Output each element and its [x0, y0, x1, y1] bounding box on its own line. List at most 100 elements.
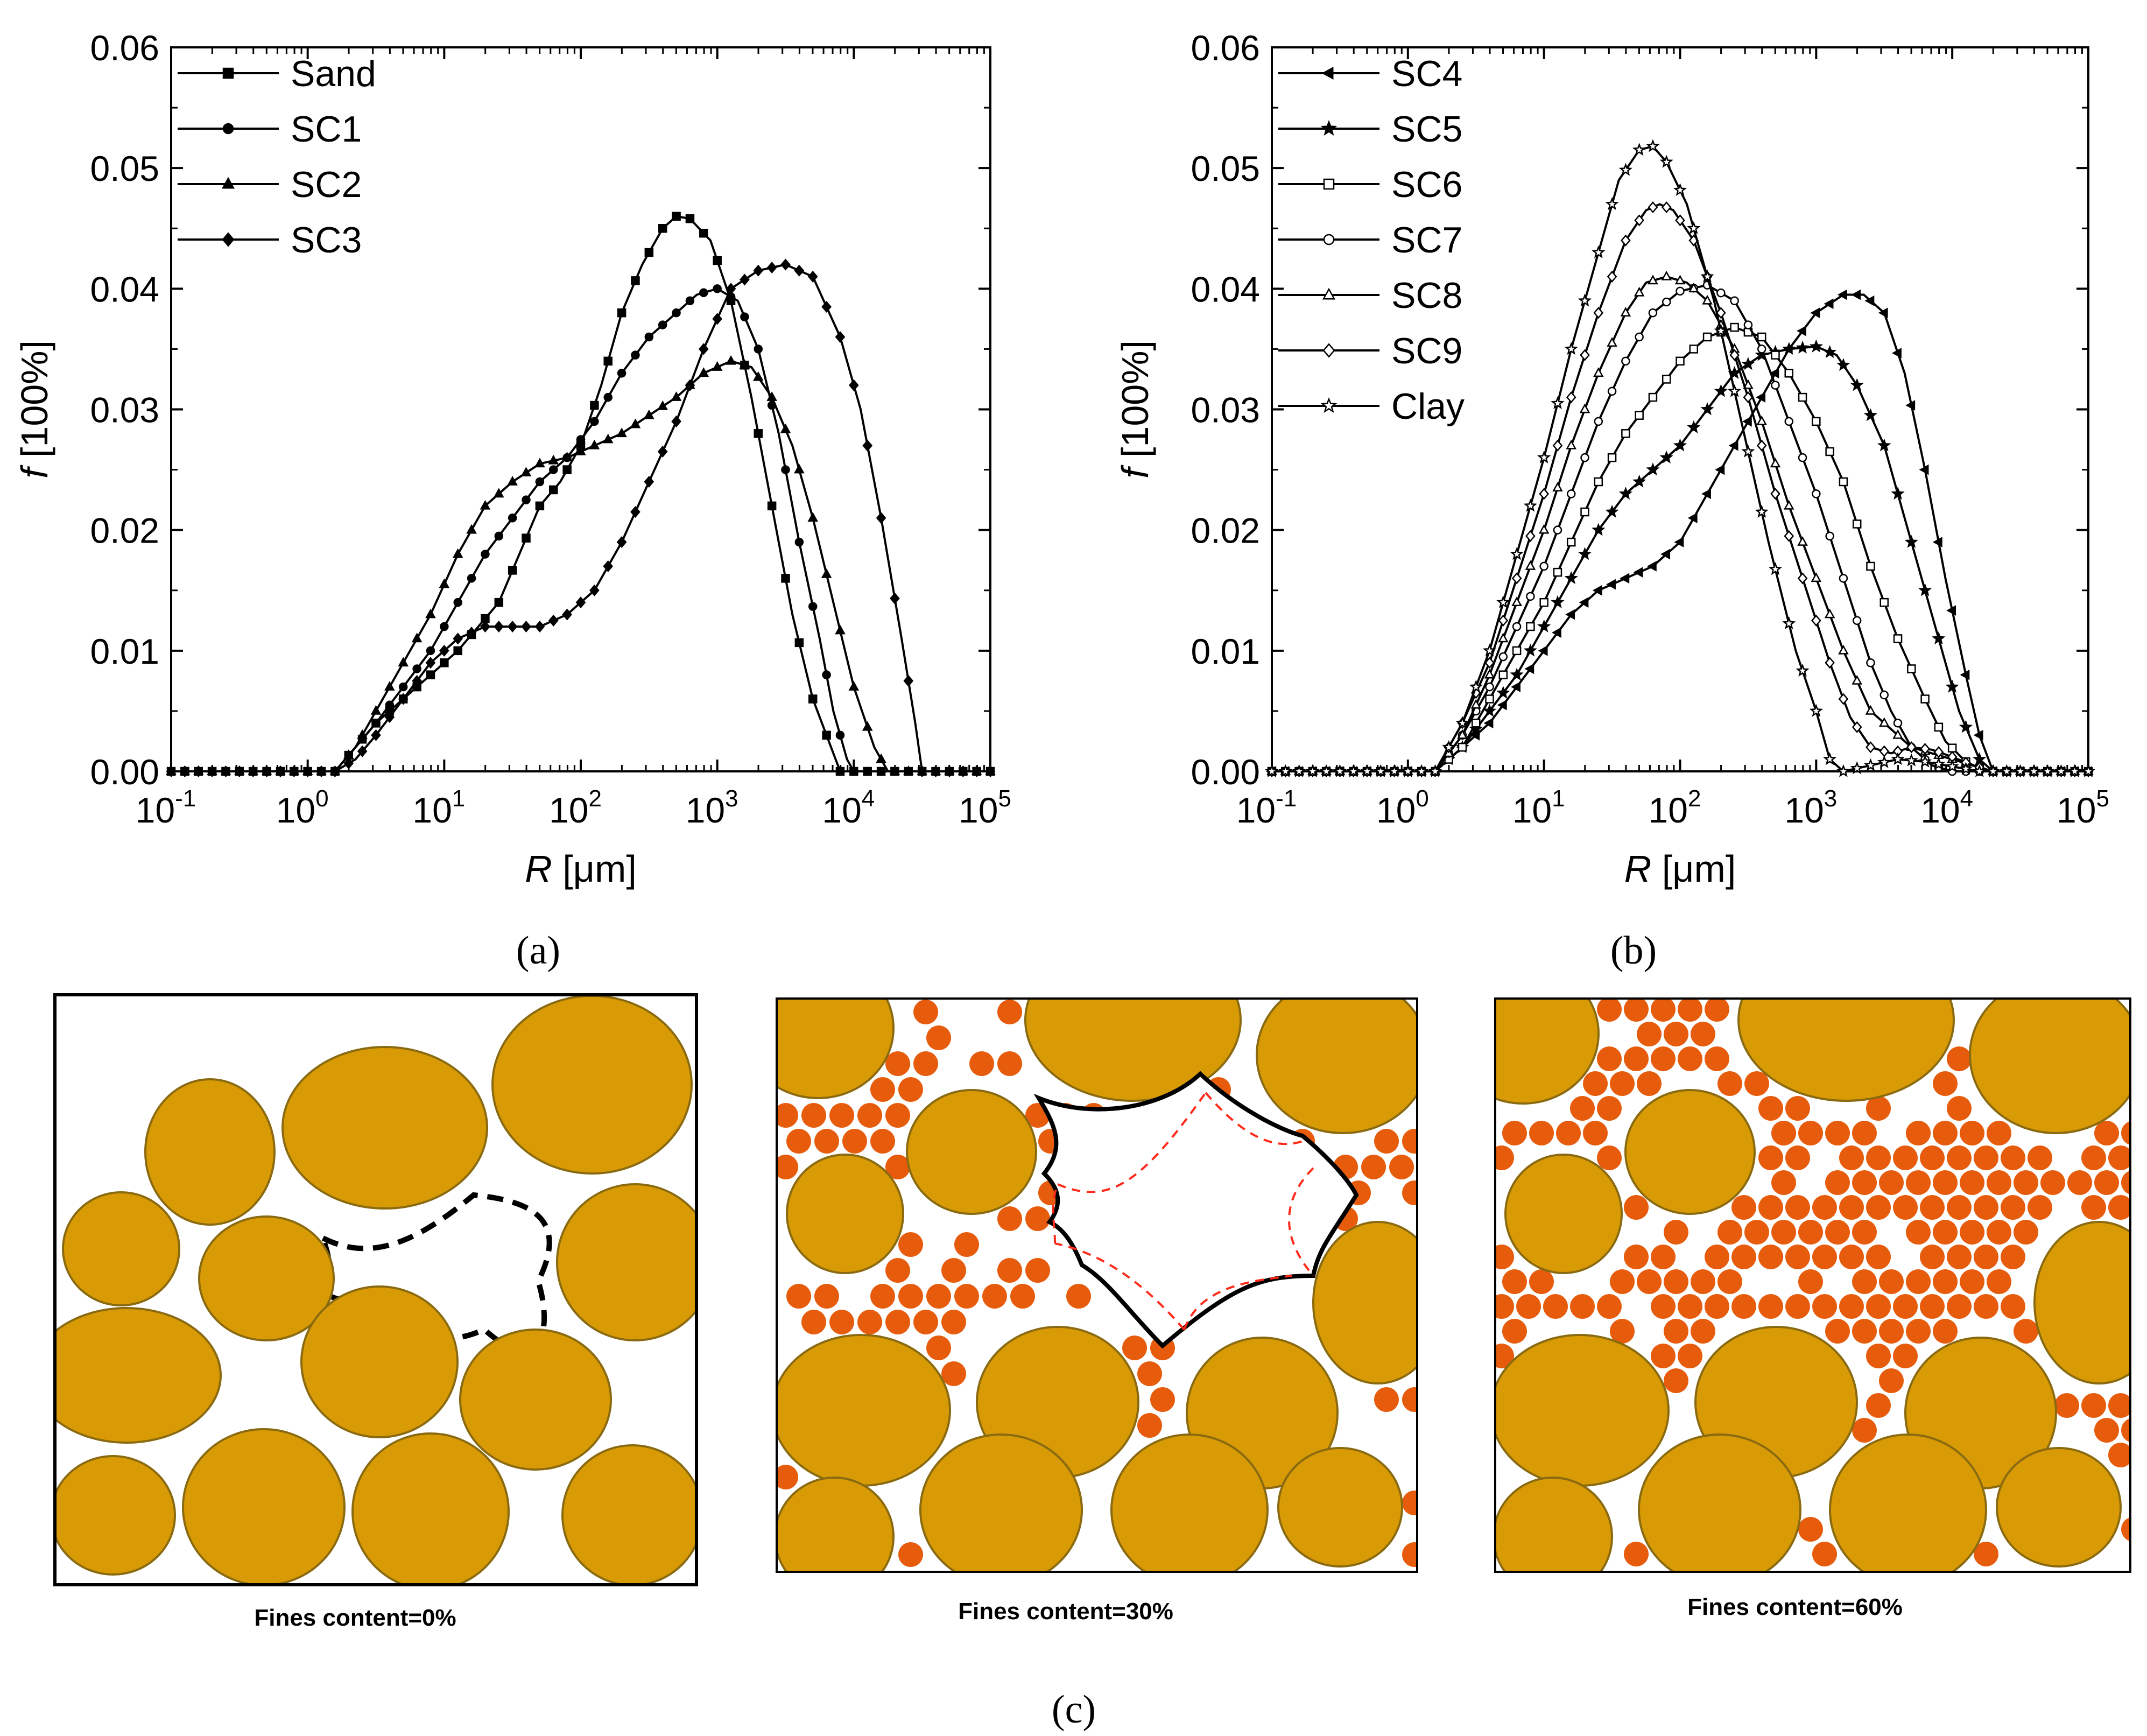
fine-particle [2121, 1121, 2130, 1145]
fine-particle [1495, 1344, 1514, 1368]
data-point [425, 608, 436, 619]
fine-particle [1987, 1269, 2011, 1294]
fine-particle [1933, 1269, 1958, 1294]
data-point [1539, 561, 1548, 571]
fine-particle [1906, 1319, 1931, 1344]
data-point [1852, 616, 1862, 625]
data-point [713, 256, 722, 265]
data-point [1673, 438, 1687, 452]
data-point [1634, 286, 1645, 297]
fine-particle [1717, 1269, 1742, 1294]
sand-grain [561, 1444, 696, 1585]
fine-particle [1866, 1096, 1891, 1121]
fine-particle [1664, 1022, 1688, 1046]
fine-particle [1947, 1245, 1972, 1269]
data-point [821, 300, 832, 313]
data-point [712, 361, 723, 371]
sand-grain [777, 1334, 951, 1487]
fine-particle [1852, 1269, 1877, 1294]
fine-particle [913, 1000, 938, 1024]
legend-marker [222, 67, 234, 79]
data-point [1812, 489, 1821, 498]
data-point [1716, 288, 1726, 298]
data-point [275, 765, 286, 778]
data-point [1741, 444, 1755, 458]
fine-particle [857, 1103, 882, 1128]
data-point [739, 359, 750, 369]
data-point [931, 765, 941, 778]
plot-frame [170, 46, 991, 772]
y-axis-label: f [100%] [1114, 340, 1156, 479]
data-point [1836, 358, 1850, 371]
data-point [1551, 627, 1561, 638]
sand-grain [1638, 1433, 1801, 1572]
fine-particle [1374, 1129, 1399, 1154]
fine-particle [913, 1310, 938, 1334]
data-point [1918, 583, 1932, 596]
fine-particle [1758, 1195, 1783, 1220]
data-point [1675, 214, 1685, 227]
fine-particle [898, 1077, 923, 1102]
data-point [1877, 438, 1891, 452]
fine-particle [1906, 1121, 1931, 1145]
data-point [1292, 764, 1306, 777]
data-point [1866, 741, 1876, 754]
data-point [426, 670, 435, 679]
data-point [1973, 764, 1987, 777]
constriction-arc [1054, 1242, 1185, 1331]
data-point [1784, 417, 1794, 426]
fine-particle [1495, 1294, 1514, 1319]
data-point [1757, 332, 1766, 342]
constriction-arc [1288, 1167, 1314, 1277]
grains-layer [777, 999, 1417, 1572]
fine-particle [1502, 1121, 1527, 1145]
chart-panel-b: 10-1 100 101 102 103 104 105 0.00 0.01 0.02 0.03 0.… [1114, 28, 2109, 890]
legend-label: SC7 [1391, 220, 1462, 261]
fine-particle [1785, 1294, 1810, 1319]
legend-label: SC8 [1391, 275, 1462, 316]
sand-grain [281, 1046, 488, 1210]
data-point [1893, 634, 1903, 643]
data-point [1633, 567, 1643, 578]
data-point [1511, 596, 1522, 607]
fine-particle [1947, 1145, 1972, 1170]
data-point [1537, 450, 1551, 463]
x-tick-label: 101 [412, 785, 465, 830]
data-point [522, 495, 531, 504]
legend-label: Sand [291, 53, 376, 94]
grains-layer [55, 995, 696, 1585]
data-point [1851, 289, 1861, 300]
data-point [644, 475, 654, 488]
data-point [1566, 439, 1577, 449]
data-point [631, 276, 640, 285]
fine-particle [1852, 1170, 1877, 1195]
fine-particle [969, 1051, 994, 1076]
fine-particle [1785, 1245, 1810, 1269]
caption-c: (c) [1052, 1688, 1096, 1732]
fine-particle [777, 1155, 798, 1179]
fine-particle [2001, 1294, 2025, 1319]
fine-particle [2001, 1245, 2025, 1269]
data-point [1852, 519, 1862, 529]
fine-particle [1389, 1155, 1414, 1179]
legend-label: SC6 [1391, 164, 1462, 205]
fine-particle [2081, 1195, 2106, 1220]
data-point [1374, 764, 1388, 777]
x-tick-label: 100 [276, 785, 329, 830]
sand-grain [919, 1433, 1083, 1572]
data-point [1771, 381, 1780, 390]
data-point [1701, 488, 1711, 500]
data-point [1551, 396, 1565, 410]
data-point [1768, 562, 1783, 575]
fine-particle [1691, 1319, 1715, 1344]
data-point [1565, 609, 1575, 620]
legend-marker [222, 232, 235, 247]
data-point [453, 646, 462, 656]
sand-grain [1312, 1221, 1417, 1384]
legend-marker [1323, 178, 1335, 190]
fine-particle [1974, 1195, 1998, 1220]
data-point [1510, 547, 1524, 560]
fine-particle [1678, 999, 1702, 1022]
data-point [889, 765, 900, 775]
fine-particle [1516, 1294, 1541, 1319]
